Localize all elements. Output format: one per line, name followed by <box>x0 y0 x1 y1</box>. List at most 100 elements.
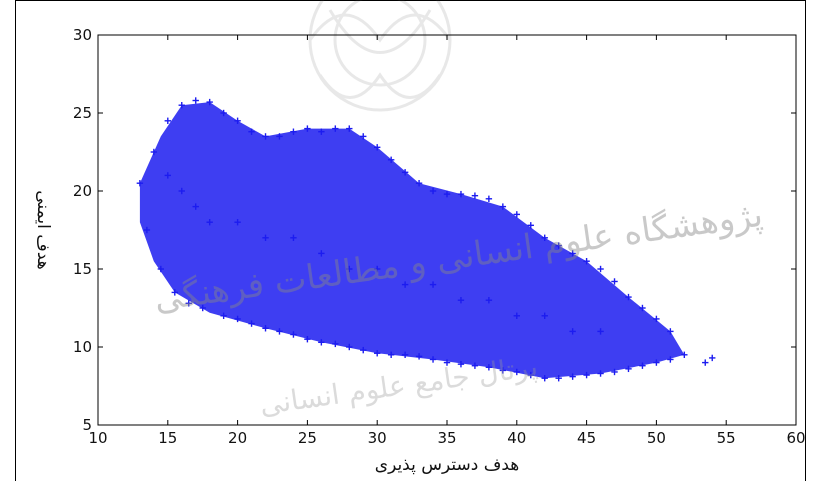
data-point <box>499 367 507 374</box>
data-point <box>471 192 479 199</box>
data-point <box>653 359 660 366</box>
data-point <box>401 169 409 176</box>
data-point <box>276 133 283 140</box>
data-point <box>304 336 311 343</box>
data-point <box>513 211 520 218</box>
data-point <box>199 304 206 312</box>
data-point <box>220 312 227 319</box>
data-points <box>136 97 716 382</box>
data-point <box>276 328 283 335</box>
x-tick-label: 40 <box>507 429 526 447</box>
data-point <box>346 343 353 351</box>
data-point <box>374 144 381 151</box>
data-point <box>583 258 590 265</box>
data-point <box>415 353 423 360</box>
data-point <box>541 375 548 382</box>
x-tick-label: 25 <box>298 429 317 447</box>
data-point <box>206 98 213 106</box>
data-point <box>178 102 185 109</box>
data-point <box>583 371 590 379</box>
data-point <box>611 278 618 285</box>
data-point <box>248 128 255 135</box>
data-point <box>192 203 199 210</box>
data-point <box>234 315 241 323</box>
x-tick-label: 55 <box>717 429 736 447</box>
y-tick-label: 15 <box>73 260 92 278</box>
data-point <box>639 362 646 369</box>
data-point <box>471 362 479 369</box>
data-point <box>248 320 255 327</box>
data-point <box>136 180 144 187</box>
x-tick-label: 30 <box>368 429 387 447</box>
data-point <box>485 195 493 202</box>
data-point <box>541 312 548 319</box>
data-point <box>513 312 520 319</box>
point-cloud-region <box>139 102 685 379</box>
data-point <box>387 156 395 163</box>
data-point <box>360 346 367 354</box>
x-tick-label: 60 <box>786 429 805 447</box>
data-point <box>625 293 632 301</box>
y-axis-ticks: 5 10 15 20 25 30 <box>73 26 796 434</box>
data-point <box>625 365 632 373</box>
data-point <box>457 360 465 368</box>
data-point <box>332 125 339 132</box>
y-tick-label: 20 <box>73 182 92 200</box>
x-axis-ticks: 10 15 20 25 30 35 40 45 50 55 60 <box>88 35 806 447</box>
data-point <box>569 250 576 257</box>
data-point <box>485 364 493 371</box>
data-point <box>667 356 674 363</box>
data-point <box>457 297 465 304</box>
x-axis-label: هدف دسترس پذیری <box>375 455 519 475</box>
x-tick-label: 50 <box>647 429 666 447</box>
data-point <box>318 339 325 346</box>
data-point <box>415 180 423 187</box>
y-tick-label: 5 <box>82 416 92 434</box>
watermark-line-2: پرتال جامع علوم انسانی <box>258 350 540 422</box>
data-point <box>569 373 576 380</box>
data-point <box>262 325 269 332</box>
data-point <box>360 133 367 140</box>
y-tick-label: 10 <box>73 338 92 356</box>
data-point <box>443 359 451 366</box>
data-point <box>318 250 325 257</box>
data-point <box>332 340 339 348</box>
data-point <box>374 265 381 273</box>
data-point <box>290 234 297 241</box>
data-point <box>220 109 227 117</box>
data-point <box>611 368 618 376</box>
data-point <box>150 148 158 156</box>
y-tick-label: 30 <box>73 26 92 44</box>
data-point <box>185 300 192 307</box>
data-point <box>667 328 674 335</box>
figure-frame <box>15 0 806 481</box>
data-point <box>527 222 534 229</box>
data-point <box>387 351 395 358</box>
data-point <box>527 371 534 379</box>
data-point <box>485 297 493 304</box>
data-point <box>702 359 709 366</box>
data-point <box>429 281 437 288</box>
data-point <box>164 172 171 179</box>
data-point <box>401 351 409 358</box>
data-point <box>346 125 353 132</box>
data-point <box>681 351 688 358</box>
x-tick-label: 20 <box>228 429 247 447</box>
data-point <box>513 368 520 376</box>
x-tick-label: 15 <box>158 429 177 447</box>
data-point <box>555 242 562 249</box>
data-point <box>555 375 562 382</box>
data-point <box>178 187 185 195</box>
x-tick-label: 35 <box>437 429 456 447</box>
data-point <box>143 226 151 234</box>
x-tick-label: 10 <box>88 429 107 447</box>
watermark-logo <box>308 0 452 112</box>
data-point <box>429 356 437 363</box>
data-point <box>457 190 465 198</box>
data-point <box>234 219 241 226</box>
data-point <box>401 281 409 288</box>
data-point <box>206 219 213 226</box>
data-point <box>597 370 604 377</box>
data-point <box>429 187 437 195</box>
data-point <box>346 265 353 273</box>
